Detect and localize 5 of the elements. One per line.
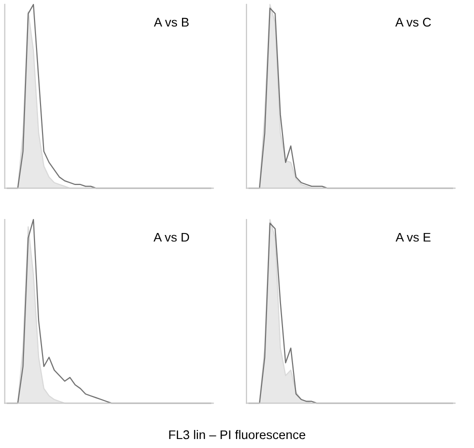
text: A vs D <box>154 232 190 242</box>
text: FL3 lin – PI fluorescence <box>169 430 306 440</box>
text: A vs C <box>395 18 431 27</box>
text: A vs E <box>396 232 431 242</box>
text: A vs B <box>154 18 189 27</box>
